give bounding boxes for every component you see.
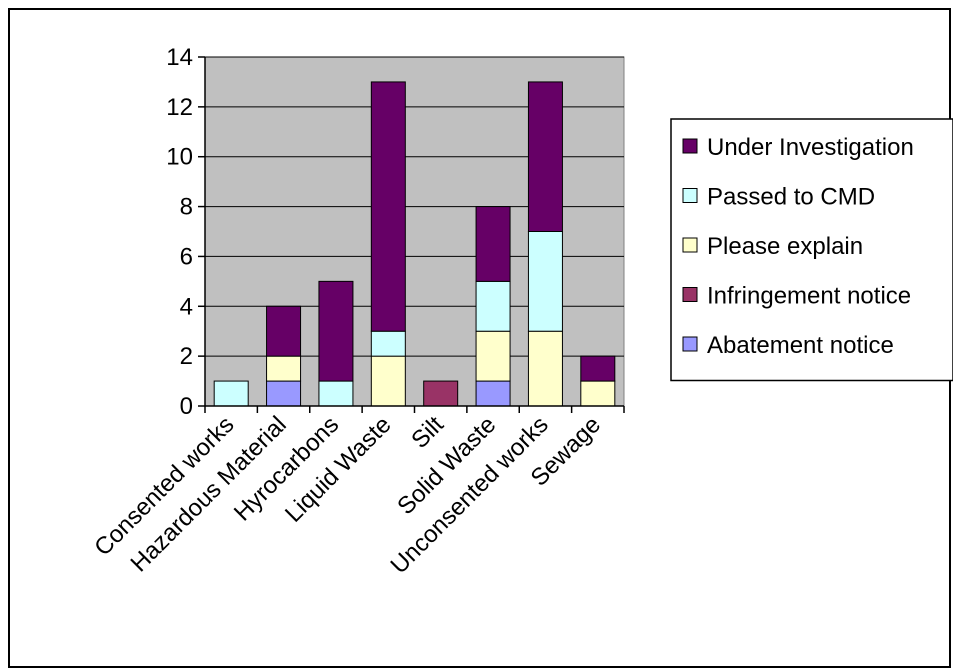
legend-swatch (682, 287, 698, 302)
bar-segment (475, 206, 511, 282)
bar-segment (370, 81, 406, 332)
legend-label: Passed to CMD (707, 184, 875, 211)
legend-swatch (682, 237, 698, 253)
legend-label: Under Investigation (707, 134, 914, 161)
y-tick-label: 10 (166, 144, 193, 171)
bar-segment (318, 380, 354, 407)
y-tick-labels: 0 2 4 6 8 10 12 14 (166, 44, 193, 420)
y-tick-label: 12 (166, 94, 193, 121)
y-tick-label: 0 (180, 393, 193, 420)
bar-segment (475, 380, 511, 407)
bars (213, 81, 616, 407)
bar-segment (370, 355, 406, 407)
y-tick-label: 8 (180, 194, 193, 221)
bar-segment (527, 231, 563, 332)
bar-segment (266, 305, 302, 357)
bar-segment (370, 330, 406, 357)
y-tick-label: 2 (180, 343, 193, 370)
y-tick-label: 14 (166, 44, 193, 71)
legend-swatch (682, 188, 698, 203)
bar-segment (475, 330, 511, 382)
bar-segment (475, 280, 511, 332)
bar-segment (527, 81, 563, 232)
bar-segment (580, 380, 616, 407)
legend: Under Investigation Passed to CMD Please e… (670, 118, 953, 382)
legend-swatch (682, 138, 698, 154)
bar-segment (266, 355, 302, 382)
category-label: Silt (406, 411, 449, 454)
legend-label: Abatement notice (707, 332, 894, 359)
bar-segment (527, 330, 563, 407)
bar-segment (423, 380, 459, 407)
legend-swatch (682, 336, 698, 352)
y-tick-label: 6 (180, 243, 193, 270)
bar-segment (580, 355, 616, 382)
bar-segment (318, 280, 354, 382)
axes (198, 56, 625, 413)
legend-box (670, 118, 953, 382)
legend-label: Infringement notice (707, 283, 911, 310)
y-tick-label: 4 (180, 293, 193, 320)
legend-label: Please explain (707, 233, 863, 260)
bar-segment (213, 380, 249, 407)
bar-segment (266, 380, 302, 407)
